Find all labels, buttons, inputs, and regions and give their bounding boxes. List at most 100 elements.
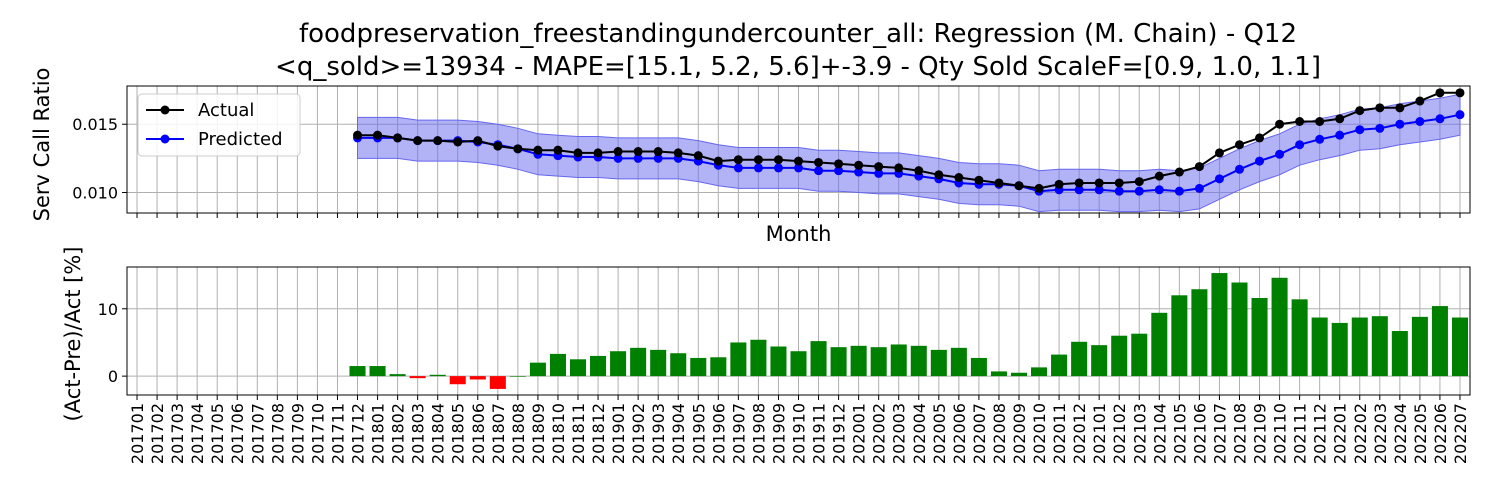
error-bar — [930, 349, 947, 377]
top-y-ticks: 0.010 0.015 — [72, 115, 127, 203]
actual-point — [713, 156, 723, 166]
error-bar — [1411, 316, 1428, 377]
error-bar — [389, 374, 406, 377]
x-tick-label: 202005 — [930, 403, 949, 464]
bottom-y-tick-label: 10 — [98, 300, 118, 319]
x-tick-label: 202106 — [1190, 403, 1209, 464]
legend-actual-marker — [160, 105, 170, 115]
error-bar — [409, 376, 426, 379]
error-bar — [449, 376, 466, 385]
error-bar — [529, 362, 546, 377]
error-bar — [1271, 277, 1288, 377]
actual-point — [453, 137, 463, 147]
x-tick-label: 202010 — [1030, 403, 1049, 464]
x-tick-label: 202201 — [1331, 403, 1350, 464]
predicted-point — [1094, 185, 1104, 195]
x-tick-label: 201806 — [469, 403, 488, 464]
predicted-point — [1214, 174, 1224, 184]
actual-point — [974, 175, 984, 185]
top-x-axis-label: Month — [766, 222, 832, 246]
error-bar — [1231, 282, 1248, 377]
x-tick-label: 201707 — [248, 403, 267, 464]
error-bar — [1010, 372, 1028, 377]
actual-point — [1154, 171, 1164, 181]
predicted-point — [814, 166, 824, 176]
actual-point — [473, 136, 483, 146]
actual-point — [1355, 106, 1365, 116]
actual-point — [1455, 88, 1465, 98]
x-tick-label: 202203 — [1371, 403, 1390, 464]
bottom-plot-frame — [126, 266, 1471, 396]
error-bar — [890, 344, 907, 377]
actual-point — [513, 144, 523, 154]
actual-point — [1315, 117, 1325, 127]
x-tick-label: 202003 — [890, 403, 909, 464]
actual-point — [874, 162, 884, 172]
error-bar — [990, 371, 1007, 377]
chart-title: foodpreservation_freestandingundercounte… — [299, 19, 1297, 49]
predicted-point — [1255, 156, 1265, 166]
x-tick-label: 201701 — [128, 403, 147, 464]
actual-point — [1014, 181, 1024, 191]
x-tick-label: 201907 — [729, 403, 748, 464]
bottom-y-tick-label: 0 — [108, 367, 118, 386]
error-bar — [830, 347, 847, 377]
actual-point — [633, 147, 643, 157]
error-bar — [1151, 312, 1168, 377]
x-tick-label: 201909 — [769, 403, 788, 464]
x-tick-label: 201804 — [429, 403, 448, 464]
actual-point — [1435, 88, 1445, 98]
actual-point — [733, 155, 743, 165]
x-tick-label: 202202 — [1351, 403, 1370, 464]
actual-point — [533, 145, 543, 155]
x-tick-label: 201911 — [810, 403, 829, 464]
error-bar — [770, 346, 787, 377]
error-bar — [549, 353, 566, 377]
predicted-point — [1234, 164, 1244, 174]
actual-point — [493, 141, 503, 151]
x-tick-label: 202105 — [1170, 403, 1189, 464]
x-tick-label: 201803 — [409, 403, 428, 464]
error-bar — [349, 366, 366, 377]
actual-point — [673, 148, 683, 158]
x-tick-label: 202011 — [1050, 403, 1069, 464]
actual-point — [854, 160, 864, 170]
actual-point — [1234, 140, 1244, 150]
actual-point — [773, 155, 783, 165]
actual-point — [834, 159, 844, 169]
predicted-point — [1455, 110, 1465, 120]
x-tick-label: 202111 — [1291, 403, 1310, 464]
x-tick-label: 201902 — [629, 403, 648, 464]
predicted-point — [633, 153, 643, 163]
bottom-y-axis-label: (Act-Pre)/Act [%] — [61, 247, 85, 422]
actual-point — [954, 172, 964, 182]
error-bar — [1071, 341, 1088, 377]
actual-point — [914, 166, 924, 176]
x-tick-label: 202009 — [1010, 403, 1029, 464]
x-tick-label: 201812 — [589, 403, 608, 464]
predicted-point — [613, 153, 623, 163]
actual-point — [613, 147, 623, 157]
error-bar — [1171, 295, 1188, 377]
predicted-point — [1435, 114, 1445, 124]
x-tick-label: 202110 — [1271, 403, 1290, 464]
bottom-bars — [349, 273, 1468, 389]
error-bar — [870, 347, 887, 377]
error-bar — [630, 347, 647, 377]
predicted-point — [773, 163, 783, 173]
predicted-point — [1335, 130, 1345, 140]
predicted-point — [1415, 117, 1425, 127]
x-tick-label: 201805 — [449, 403, 468, 464]
actual-point — [393, 133, 403, 143]
x-tick-label: 201801 — [369, 403, 388, 464]
x-tick-label: 201702 — [148, 403, 167, 464]
error-bar — [690, 357, 707, 377]
actual-point — [1275, 119, 1285, 129]
error-bar — [1431, 306, 1448, 377]
actual-point — [1054, 179, 1064, 189]
legend: Actual Predicted — [137, 93, 301, 157]
error-bar — [1131, 333, 1148, 377]
chart-subtitle: <q_sold>=13934 - MAPE=[15.1, 5.2, 5.6]+-… — [275, 52, 1321, 82]
error-bar — [950, 347, 967, 377]
